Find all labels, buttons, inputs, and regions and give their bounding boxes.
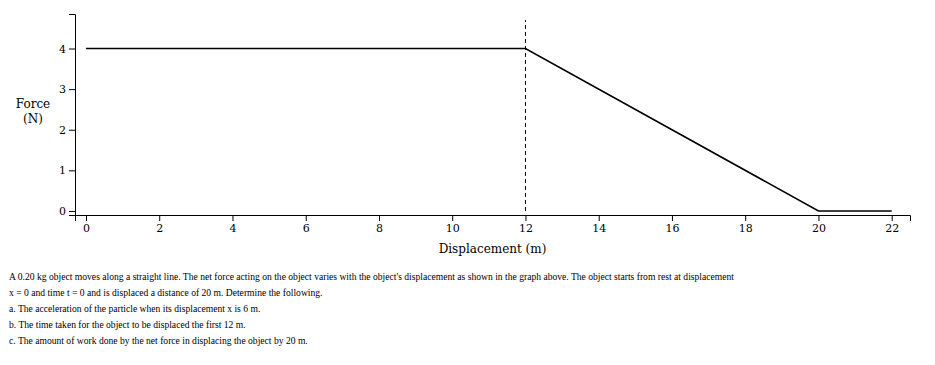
x-tick-mark xyxy=(818,215,819,221)
question-text: A 0.20 kg object moves along a straight … xyxy=(9,271,734,282)
x-tick: 8 xyxy=(376,215,383,235)
force-line xyxy=(86,49,892,211)
question-text: c. The amount of work done by the net fo… xyxy=(9,335,308,346)
x-tick-mark xyxy=(379,215,380,221)
x-tick-label: 4 xyxy=(229,222,236,235)
x-tick-label: 8 xyxy=(376,222,383,235)
x-tick-label: 16 xyxy=(665,222,679,235)
y-tick-mark xyxy=(69,89,75,90)
x-tick: 2 xyxy=(156,215,163,235)
plot-area: 024681012141618202201234Displacement (m) xyxy=(59,15,911,257)
x-tick: 12 xyxy=(519,215,533,235)
x-tick-label: 0 xyxy=(83,222,90,235)
x-tick-label: 14 xyxy=(592,222,606,235)
x-tick-mark xyxy=(159,215,160,221)
x-tick-label: 20 xyxy=(812,222,826,235)
x-tick-label: 18 xyxy=(739,222,753,235)
y-tick: 0 xyxy=(59,205,75,218)
x-tick-mark xyxy=(452,215,453,221)
x-tick: 20 xyxy=(812,215,826,235)
x-tick-label: 10 xyxy=(446,222,460,235)
x-tick-mark xyxy=(745,215,746,221)
x-tick: 10 xyxy=(446,215,460,235)
y-tick-mark xyxy=(69,211,75,212)
y-tick-label: 2 xyxy=(59,124,66,137)
question-text: a. The acceleration of the particle when… xyxy=(9,303,260,314)
y-tick-label: 3 xyxy=(59,83,66,96)
question-text: b. The time taken for the object to be d… xyxy=(9,319,246,330)
x-axis: 0 2 4 6 8 10 12 14 16 18 20 22 xyxy=(76,215,911,235)
x-tick-mark xyxy=(599,215,600,221)
x-tick-mark xyxy=(525,215,526,221)
x-tick-mark xyxy=(306,215,307,221)
y-tick: 1 xyxy=(59,164,75,177)
x-tick-mark xyxy=(232,215,233,221)
chart: 024681012141618202201234Displacement (m)… xyxy=(0,0,935,365)
x-tick: 6 xyxy=(303,215,310,235)
x-tick-label: 12 xyxy=(519,222,533,235)
y-axis: 0 1 2 3 4 xyxy=(59,15,76,218)
x-tick: 16 xyxy=(665,215,679,235)
x-tick: 0 xyxy=(83,215,90,235)
y-tick-label: 0 xyxy=(59,205,66,218)
x-tick: 4 xyxy=(229,215,236,235)
x-tick-mark xyxy=(86,215,87,221)
marks xyxy=(86,20,892,211)
x-tick-mark xyxy=(672,215,673,221)
y-axis-label: Force(N) xyxy=(16,97,50,126)
y-tick-label: 4 xyxy=(59,43,66,56)
x-tick-label: 6 xyxy=(303,222,310,235)
x-tick-mark xyxy=(892,215,893,221)
x-tick: 22 xyxy=(885,215,899,235)
x-tick: 14 xyxy=(592,215,606,235)
y-tick-label: 1 xyxy=(59,164,66,177)
x-tick: 18 xyxy=(739,215,753,235)
x-tick-label: 2 xyxy=(156,222,163,235)
y-tick: 4 xyxy=(59,43,75,56)
y-tick-mark xyxy=(69,170,75,171)
question-text: x = 0 and time t = 0 and is displaced a … xyxy=(9,287,322,298)
x-tick-label: 22 xyxy=(885,222,899,235)
y-tick-mark xyxy=(69,130,75,131)
y-tick: 2 xyxy=(59,124,75,137)
x-axis-label: Displacement (m) xyxy=(439,242,547,256)
y-tick: 3 xyxy=(59,83,75,96)
y-axis-line xyxy=(69,15,76,216)
x-axis-line xyxy=(76,216,911,222)
y-tick-mark xyxy=(69,49,75,50)
